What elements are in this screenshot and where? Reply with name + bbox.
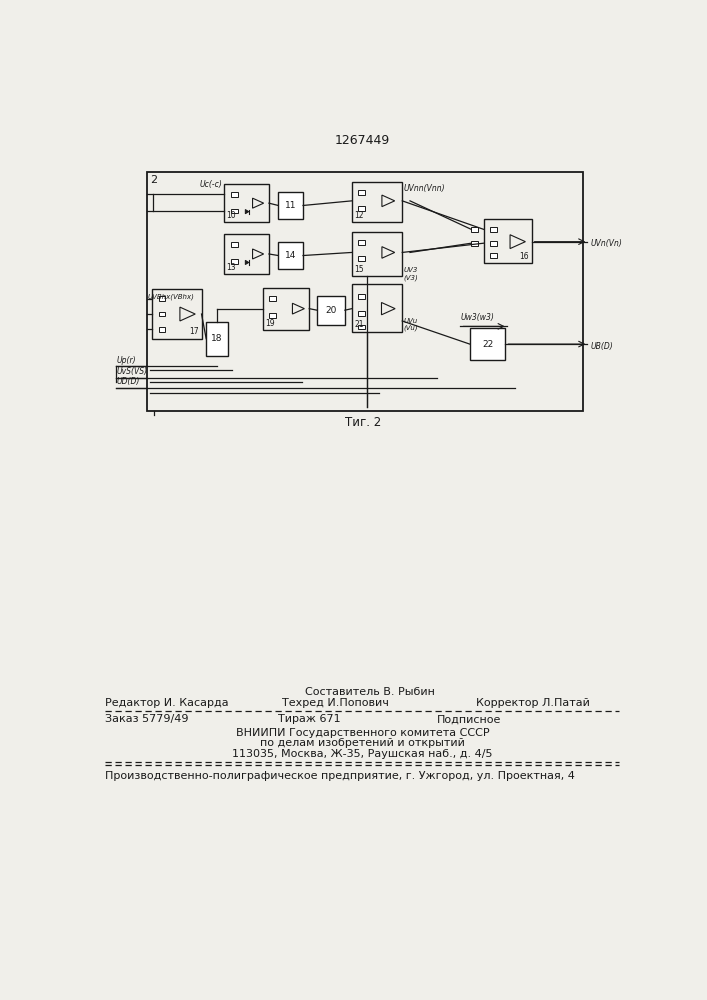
- Bar: [206, 322, 228, 356]
- Bar: [352, 182, 402, 222]
- Text: UD(D): UD(D): [117, 377, 141, 386]
- Text: Uc(-c): Uc(-c): [199, 180, 223, 189]
- Bar: [263, 288, 309, 330]
- Bar: [317, 296, 345, 325]
- Text: 12: 12: [354, 211, 363, 220]
- Text: Редактор И. Касарда: Редактор И. Касарда: [105, 698, 229, 708]
- Bar: [224, 234, 269, 274]
- Text: 20: 20: [325, 306, 337, 315]
- Text: по делам изобретений и открытий: по делам изобретений и открытий: [260, 738, 465, 748]
- Bar: [352, 284, 402, 332]
- Bar: [158, 312, 165, 316]
- Text: UVn(Vn): UVn(Vn): [590, 239, 622, 248]
- Text: 14: 14: [285, 251, 296, 260]
- Text: 22: 22: [482, 340, 493, 349]
- Bar: [358, 294, 366, 299]
- Text: 19: 19: [265, 319, 275, 328]
- Text: Составитель В. Рыбин: Составитель В. Рыбин: [305, 687, 436, 697]
- Bar: [230, 259, 238, 264]
- Bar: [471, 241, 478, 246]
- Bar: [358, 206, 366, 211]
- Bar: [230, 192, 238, 197]
- Bar: [152, 289, 201, 339]
- Text: UVBhx(VBhx): UVBhx(VBhx): [148, 293, 195, 300]
- Text: 13: 13: [226, 263, 236, 272]
- Text: 11: 11: [285, 201, 296, 210]
- Text: 18: 18: [211, 334, 223, 343]
- Polygon shape: [382, 302, 395, 315]
- Text: Up(r): Up(r): [117, 356, 136, 365]
- Bar: [230, 242, 238, 247]
- Text: UB(D): UB(D): [590, 342, 614, 351]
- Polygon shape: [293, 303, 305, 314]
- Bar: [158, 327, 165, 332]
- Text: Производственно-полиграфическое предприятие, г. Ужгород, ул. Проектная, 4: Производственно-полиграфическое предприя…: [105, 771, 575, 781]
- Bar: [279, 192, 303, 219]
- Bar: [279, 242, 303, 269]
- Text: 2: 2: [151, 175, 158, 185]
- Text: Τиг. 2: Τиг. 2: [344, 416, 381, 429]
- Polygon shape: [180, 307, 195, 321]
- Text: 10: 10: [226, 211, 236, 220]
- Polygon shape: [252, 249, 264, 259]
- Polygon shape: [510, 235, 525, 249]
- Text: 21: 21: [354, 320, 363, 329]
- Bar: [358, 190, 366, 195]
- Text: Тираж 671: Тираж 671: [279, 714, 341, 724]
- Polygon shape: [245, 260, 249, 265]
- Text: 15: 15: [354, 265, 364, 274]
- Text: 16: 16: [519, 252, 529, 261]
- Bar: [146, 172, 583, 411]
- Bar: [490, 253, 497, 258]
- Bar: [224, 184, 269, 222]
- Text: UVu
(Vu): UVu (Vu): [404, 318, 419, 331]
- Text: 17: 17: [189, 327, 199, 336]
- Text: 113035, Москва, Ж-35, Раушская наб., д. 4/5: 113035, Москва, Ж-35, Раушская наб., д. …: [233, 749, 493, 759]
- Bar: [230, 209, 238, 213]
- Bar: [484, 219, 532, 263]
- Text: ВНИИПИ Государственного комитета СССР: ВНИИПИ Государственного комитета СССР: [236, 728, 489, 738]
- Text: Uw3(w3): Uw3(w3): [460, 313, 494, 322]
- Polygon shape: [382, 195, 395, 207]
- Bar: [471, 227, 478, 232]
- Bar: [358, 325, 366, 329]
- Bar: [469, 328, 506, 360]
- Text: Корректор Л.Патай: Корректор Л.Патай: [476, 698, 590, 708]
- Bar: [158, 296, 165, 301]
- Polygon shape: [382, 247, 395, 258]
- Bar: [358, 311, 366, 316]
- Bar: [490, 241, 497, 246]
- Text: Подписное: Подписное: [437, 714, 501, 724]
- Text: 1267449: 1267449: [335, 134, 390, 147]
- Text: Заказ 5779/49: Заказ 5779/49: [105, 714, 189, 724]
- Text: UV3
(V3): UV3 (V3): [404, 267, 419, 281]
- Bar: [352, 232, 402, 276]
- Text: UVnn(Vnn): UVnn(Vnn): [404, 184, 445, 193]
- Bar: [358, 256, 366, 261]
- Bar: [269, 313, 276, 318]
- Bar: [358, 240, 366, 245]
- Text: UvS(VS): UvS(VS): [117, 367, 148, 376]
- Polygon shape: [245, 210, 249, 214]
- Bar: [490, 227, 497, 232]
- Polygon shape: [252, 198, 264, 208]
- Bar: [269, 296, 276, 301]
- Text: Техред И.Попович: Техред И.Попович: [282, 698, 389, 708]
